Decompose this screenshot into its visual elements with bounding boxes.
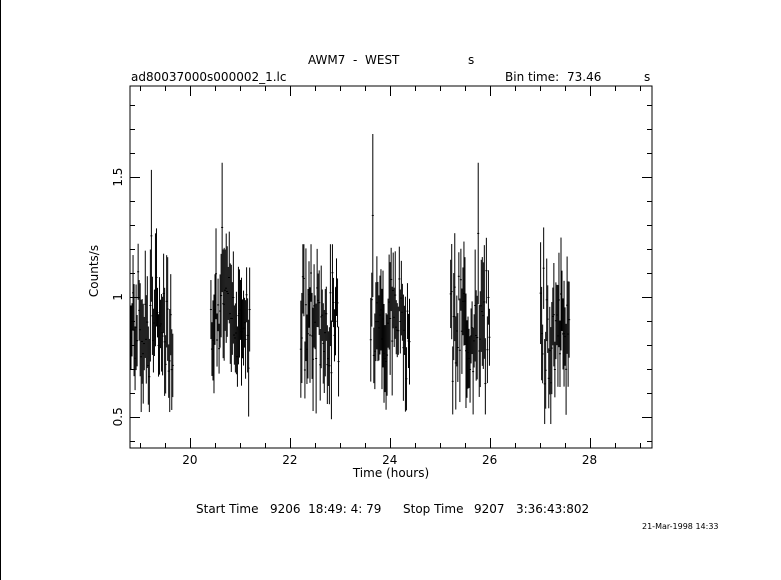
x-tick-label: 24 [382, 453, 397, 467]
y-tick-labels: 0.5 1 1.5 [111, 168, 125, 427]
bin-time-unit: s [644, 70, 651, 84]
bin-time-label: Bin time: [505, 70, 560, 84]
axis-ticks [130, 86, 652, 448]
y-tick-label: 1 [111, 293, 125, 301]
y-tick-label: 1.5 [111, 168, 125, 187]
chart-title-suffix: s [468, 53, 475, 67]
x-tick-label: 26 [482, 453, 497, 467]
filename-label: ad80037000s000002_1.lc [131, 70, 287, 84]
bin-time-value: 73.46 [567, 70, 602, 84]
y-axis-label: Counts/s [87, 245, 101, 297]
x-tick-labels: 20 22 24 26 28 [182, 453, 597, 467]
start-time-value: 9206 18:49: 4: 79 [270, 502, 382, 516]
window-edge-line [0, 0, 1, 580]
x-axis-label: Time (hours) [352, 466, 429, 480]
y-tick-label: 0.5 [111, 407, 125, 426]
x-tick-label: 22 [282, 453, 297, 467]
stop-time-value: 9207 3:36:43:802 [474, 502, 590, 516]
x-tick-label: 28 [582, 453, 597, 467]
date-stamp: 21-Mar-1998 14:33 [642, 522, 719, 531]
start-time-label: Start Time [196, 502, 259, 516]
x-tick-label: 20 [182, 453, 197, 467]
data-points [129, 133, 571, 425]
chart-title: AWM7 - WEST [308, 53, 400, 67]
stop-time-label: Stop Time [403, 502, 464, 516]
